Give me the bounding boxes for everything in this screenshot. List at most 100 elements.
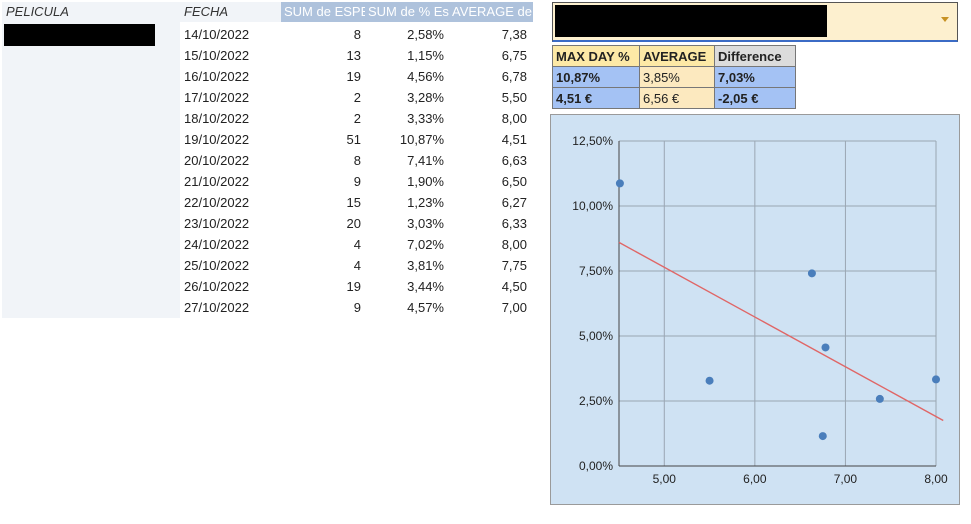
stats-header-max-day[interactable]: MAX DAY % (552, 45, 640, 67)
stats-header-average[interactable]: AVERAGE (639, 45, 715, 67)
x-tick-label: 7,00 (834, 472, 858, 486)
average-cell[interactable]: 6,78 (501, 69, 527, 84)
chart-svg: 0,00% 2,50% 5,00% 7,50% 10,00% 12,50% 5,00 6,00… (572, 134, 948, 486)
average-cell[interactable]: 6,33 (501, 216, 527, 231)
sum-esp-cell[interactable]: 8 (353, 27, 361, 42)
dropdown-arrow-icon[interactable] (941, 17, 949, 22)
average-cell[interactable]: 8,00 (501, 237, 527, 252)
stats-average-price[interactable]: 6,56 € (639, 87, 715, 109)
data-point (705, 376, 714, 385)
average-cell[interactable]: 6,75 (501, 48, 527, 63)
average-cell[interactable]: 6,50 (501, 174, 527, 189)
table-row: 23/10/2022 20 3,03% 6,33 (180, 213, 533, 234)
sum-pct-cell[interactable]: 1,23% (407, 195, 444, 210)
sum-esp-cell[interactable]: 19 (346, 279, 361, 294)
fecha-cell[interactable]: 14/10/2022 (184, 27, 250, 42)
header-pelicula[interactable]: PELICULA (2, 2, 180, 22)
sum-pct-cell[interactable]: 3,81% (407, 258, 444, 273)
sum-pct-cell[interactable]: 4,57% (407, 300, 444, 315)
average-cell[interactable]: 7,00 (501, 300, 527, 315)
average-cell[interactable]: 4,51 (501, 132, 527, 147)
sum-pct-cell[interactable]: 4,56% (407, 69, 444, 84)
sum-pct-cell[interactable]: 3,33% (407, 111, 444, 126)
x-tick-label: 5,00 (653, 472, 677, 486)
fecha-cell[interactable]: 26/10/2022 (184, 279, 250, 294)
sum-esp-cell[interactable]: 8 (353, 153, 361, 168)
data-point (875, 394, 884, 403)
sum-pct-cell[interactable]: 2,58% (407, 27, 444, 42)
sum-esp-cell[interactable]: 13 (346, 48, 361, 63)
stats-difference-pct[interactable]: 7,03% (714, 66, 796, 88)
movie-dropdown[interactable] (552, 2, 958, 42)
data-point (932, 375, 940, 384)
table-row: 25/10/2022 4 3,81% 7,75 (180, 255, 533, 276)
redacted-dropdown-value (555, 5, 827, 37)
data-point (615, 179, 624, 188)
sum-esp-cell[interactable]: 2 (353, 111, 361, 126)
data-point (807, 269, 816, 278)
stats-difference-price[interactable]: -2,05 € (714, 87, 796, 109)
sum-esp-cell[interactable]: 19 (346, 69, 361, 84)
sum-pct-cell[interactable]: 3,03% (407, 216, 444, 231)
redacted-pelicula-cell[interactable] (4, 24, 155, 46)
table-row: 21/10/2022 9 1,90% 6,50 (180, 171, 533, 192)
fecha-cell[interactable]: 23/10/2022 (184, 216, 250, 231)
stats-average-pct[interactable]: 3,85% (639, 66, 715, 88)
average-cell[interactable]: 8,00 (501, 111, 527, 126)
y-tick-label: 0,00% (579, 459, 613, 473)
average-cell[interactable]: 7,75 (501, 258, 527, 273)
header-fecha[interactable]: FECHA (180, 2, 281, 22)
average-cell[interactable]: 6,63 (501, 153, 527, 168)
sum-esp-cell[interactable]: 9 (353, 300, 361, 315)
fecha-cell[interactable]: 17/10/2022 (184, 90, 250, 105)
header-sum-pct-espectadores[interactable]: SUM de % Espectadores (365, 2, 449, 22)
sum-pct-cell[interactable]: 3,44% (407, 279, 444, 294)
average-cell[interactable]: 5,50 (501, 90, 527, 105)
fecha-cell[interactable]: 22/10/2022 (184, 195, 250, 210)
fecha-cell[interactable]: 19/10/2022 (184, 132, 250, 147)
x-tick-label: 8,00 (924, 472, 948, 486)
data-point (821, 343, 830, 352)
sum-esp-cell[interactable]: 20 (346, 216, 361, 231)
stats-header-difference[interactable]: Difference (714, 45, 796, 67)
stats-max-day-pct[interactable]: 10,87% (552, 66, 640, 88)
fecha-cell[interactable]: 18/10/2022 (184, 111, 250, 126)
sum-esp-cell[interactable]: 15 (346, 195, 361, 210)
sum-esp-cell[interactable]: 4 (353, 237, 361, 252)
average-cell[interactable]: 7,38 (501, 27, 527, 42)
table-row: 24/10/2022 4 7,02% 8,00 (180, 234, 533, 255)
fecha-cell[interactable]: 21/10/2022 (184, 174, 250, 189)
table-row: 20/10/2022 8 7,41% 6,63 (180, 150, 533, 171)
sum-pct-cell[interactable]: 1,15% (407, 48, 444, 63)
x-tick-label: 6,00 (743, 472, 767, 486)
sum-pct-cell[interactable]: 7,02% (407, 237, 444, 252)
fecha-cell[interactable]: 20/10/2022 (184, 153, 250, 168)
fecha-cell[interactable]: 16/10/2022 (184, 69, 250, 84)
fecha-cell[interactable]: 27/10/2022 (184, 300, 250, 315)
header-average-precio[interactable]: AVERAGE de PRECIO (449, 2, 533, 22)
average-cell[interactable]: 6,27 (501, 195, 527, 210)
sum-esp-cell[interactable]: 9 (353, 174, 361, 189)
fecha-cell[interactable]: 24/10/2022 (184, 237, 250, 252)
table-row: 27/10/2022 9 4,57% 7,00 (180, 297, 533, 318)
fecha-column (180, 22, 281, 318)
sum-esp-cell[interactable]: 2 (353, 90, 361, 105)
sum-pct-cell[interactable]: 7,41% (407, 153, 444, 168)
table-row: 14/10/2022 8 2,58% 7,38 (180, 24, 533, 45)
average-cell[interactable]: 4,50 (501, 279, 527, 294)
sum-esp-cell[interactable]: 4 (353, 258, 361, 273)
sum-pct-cell[interactable]: 1,90% (407, 174, 444, 189)
stats-max-day-price[interactable]: 4,51 € (552, 87, 640, 109)
table-row: 16/10/2022 19 4,56% 6,78 (180, 66, 533, 87)
header-sum-espectadores[interactable]: SUM de ESPECTADORES (281, 2, 365, 22)
fecha-cell[interactable]: 25/10/2022 (184, 258, 250, 273)
y-tick-label: 2,50% (579, 394, 613, 408)
fecha-cell[interactable]: 15/10/2022 (184, 48, 250, 63)
sum-pct-cell[interactable]: 10,87% (399, 132, 444, 147)
pelicula-column[interactable] (2, 22, 180, 318)
data-point (818, 432, 827, 441)
sum-esp-cell[interactable]: 51 (346, 132, 361, 147)
sum-pct-cell[interactable]: 3,28% (407, 90, 444, 105)
scatter-chart[interactable]: 0,00% 2,50% 5,00% 7,50% 10,00% 12,50% 5,00 6,00… (550, 114, 960, 505)
y-tick-label: 10,00% (572, 199, 613, 213)
